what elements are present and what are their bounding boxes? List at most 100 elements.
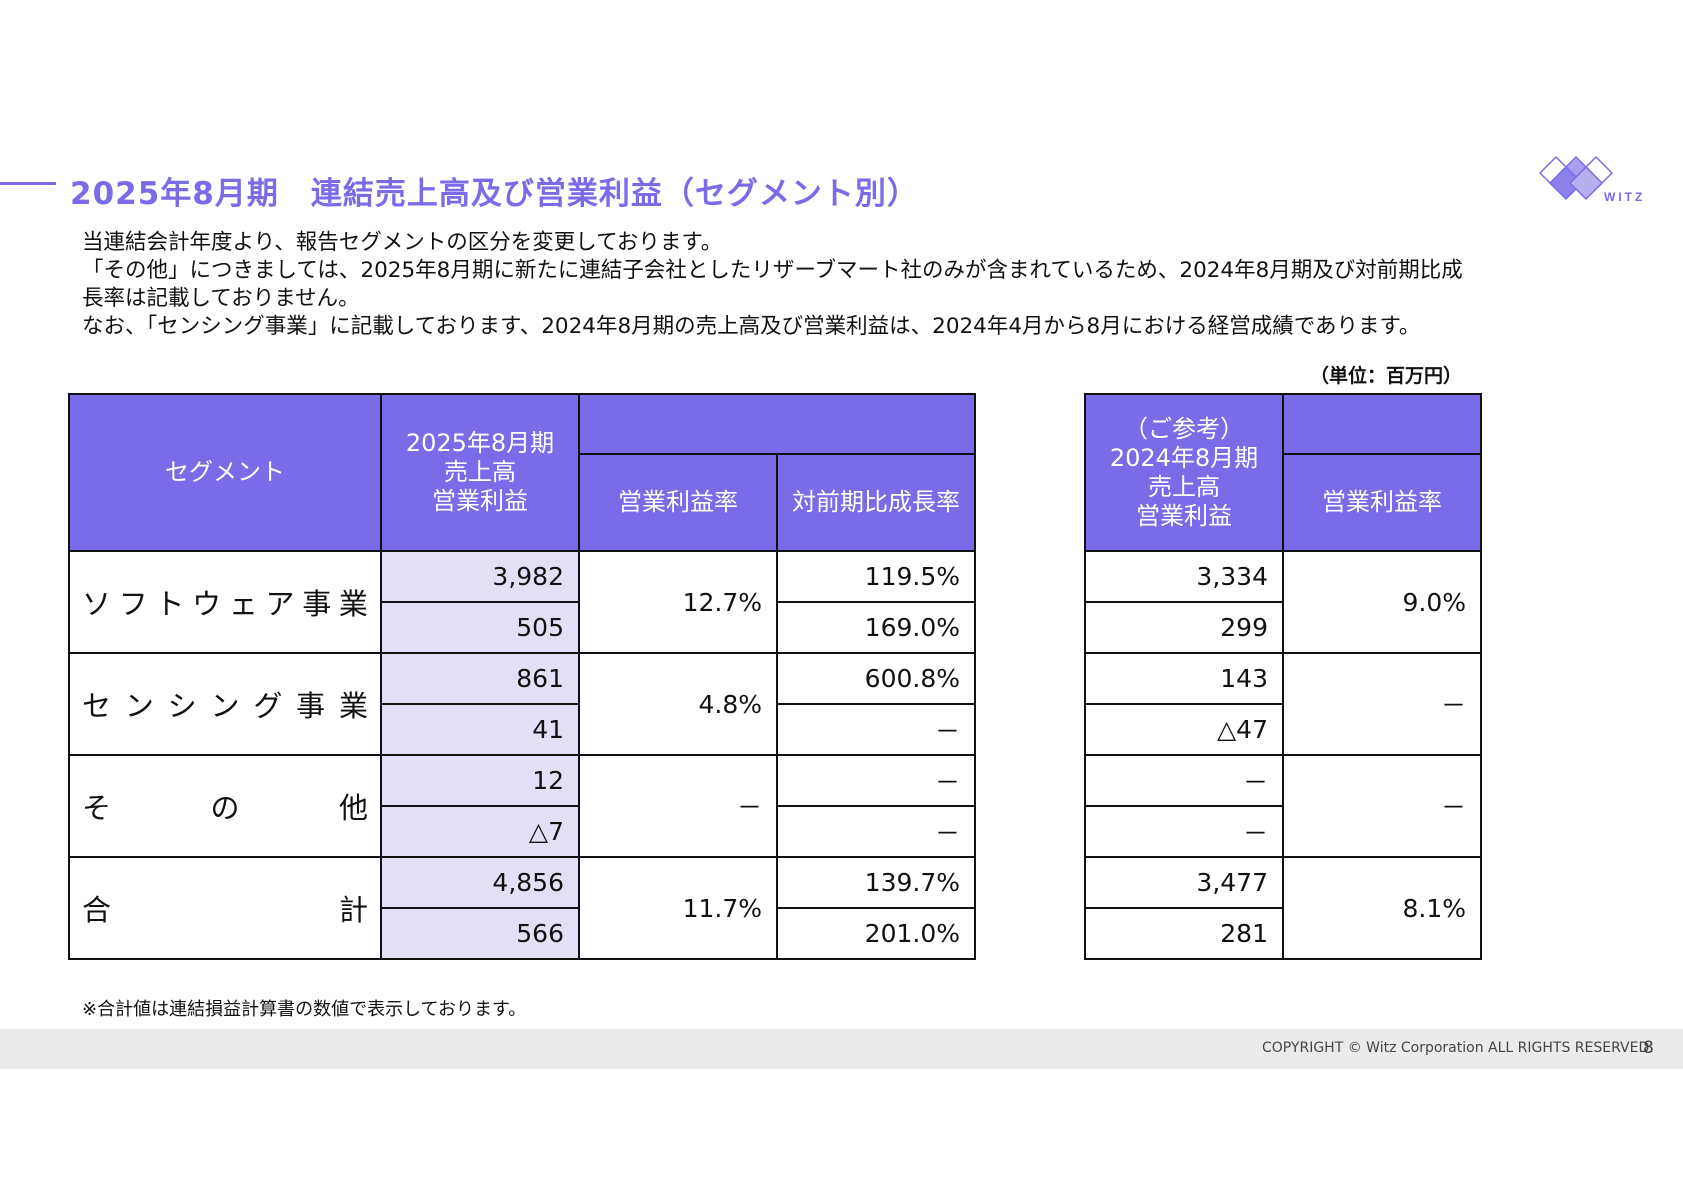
segment-name-chars: ソフトウェア事業 xyxy=(82,581,368,623)
intro-line: 長率は記載しておりません。 xyxy=(82,286,360,311)
segment-name-char: ア xyxy=(265,587,295,621)
header-line: 売上高 xyxy=(444,458,516,486)
segment-name-char: フ xyxy=(118,587,148,621)
intro-text: 当連結会計年度より、報告セグメントの区分を変更しております。 「その他」につきま… xyxy=(82,229,1463,341)
witz-logo: WITZ xyxy=(1536,155,1651,207)
sales-cell: 3,982 xyxy=(380,550,580,603)
table-row: 281 xyxy=(1084,907,1481,960)
ref-profit-cell: 281 xyxy=(1084,907,1284,960)
yoy-sales-cell: 600.8% xyxy=(776,652,976,705)
table-row: その他 12 －－ xyxy=(68,754,976,858)
segment-name-char: セ xyxy=(82,689,112,723)
ref-margin-cell: 9.0% xyxy=(1282,550,1482,654)
ref-sales-cell: 143 xyxy=(1084,652,1284,705)
header-line: 2024年8月期 xyxy=(1109,443,1259,472)
ref-profit-cell: 299 xyxy=(1084,601,1284,654)
table-row: 41 － xyxy=(69,703,976,756)
header-line: 営業利益 xyxy=(1136,501,1232,530)
segment-results-table: セグメント 2025年8月期 売上高 営業利益 営業利益率 対前期比成長率 ソフ… xyxy=(68,393,976,960)
segment-name: センシング事業 xyxy=(68,652,382,756)
yoy-sales-cell: － xyxy=(776,754,976,807)
segment-name-char: ェ xyxy=(228,587,258,621)
segment-name-char: 合 xyxy=(82,893,112,927)
segment-name-chars: その他 xyxy=(82,785,368,827)
yoy-profit-cell: 169.0% xyxy=(776,601,976,654)
table-row: 3,334 9.0% xyxy=(1084,550,1482,654)
svg-text:WITZ: WITZ xyxy=(1604,190,1645,204)
yoy-profit-cell: － xyxy=(776,703,976,756)
sales-cell: 4,856 xyxy=(380,856,580,909)
table-row: － xyxy=(1084,805,1481,858)
margin-cell: － xyxy=(578,754,778,858)
header-line: （ご参考） xyxy=(1124,414,1244,443)
segment-name-char: ウ xyxy=(192,587,222,621)
page-title: 2025年8月期 連結売上高及び営業利益（セグメント別） xyxy=(70,176,919,212)
ref-sales-cell: － xyxy=(1084,754,1284,807)
footer-band xyxy=(0,1029,1683,1069)
header-margin: 営業利益率 xyxy=(1282,453,1482,552)
sales-cell: 861 xyxy=(380,652,580,705)
header-yoy: 対前期比成長率 xyxy=(776,453,976,552)
segment-name-char: の xyxy=(210,791,240,825)
ref-sales-cell: 3,477 xyxy=(1084,856,1284,909)
page-number: 8 xyxy=(1643,1038,1654,1058)
segment-name-char: シ xyxy=(167,689,197,723)
yoy-sales-cell: 139.7% xyxy=(776,856,976,909)
table-row: △47 xyxy=(1084,703,1481,756)
profit-cell: 566 xyxy=(380,907,580,960)
segment-name-char: 業 xyxy=(338,689,368,723)
intro-line: 「その他」につきましては、2025年8月期に新たに連結子会社としたリザーブマート… xyxy=(82,258,1463,283)
segment-name-chars: センシング事業 xyxy=(82,683,368,725)
yoy-profit-cell: 201.0% xyxy=(776,907,976,960)
ref-margin-cell: － xyxy=(1282,754,1482,858)
ref-profit-cell: △47 xyxy=(1084,703,1284,756)
table-row: 143 － xyxy=(1084,652,1482,756)
segment-name-char: ソ xyxy=(82,587,112,621)
intro-line: 当連結会計年度より、報告セグメントの区分を変更しております。 xyxy=(82,230,723,255)
segment-name-char: 計 xyxy=(338,893,368,927)
sales-cell: 12 xyxy=(380,754,580,807)
table-row: 566 201.0% xyxy=(69,907,976,960)
table-row: 3,477 8.1% xyxy=(1084,856,1482,960)
copyright: COPYRIGHT © Witz Corporation ALL RIGHTS … xyxy=(1262,1040,1654,1056)
ref-profit-cell: － xyxy=(1084,805,1284,858)
profit-cell: △7 xyxy=(380,805,580,858)
reference-table: （ご参考） 2024年8月期 売上高 営業利益 営業利益率 3,334 9.0% 2… xyxy=(1084,393,1482,960)
segment-name-char: そ xyxy=(82,791,112,825)
footnote: ※合計値は連結損益計算書の数値で表示しております。 xyxy=(82,999,527,1020)
ref-margin-cell: 8.1% xyxy=(1282,856,1482,960)
segment-name: その他 xyxy=(68,754,382,858)
header-line: 2025年8月期 xyxy=(405,429,555,457)
segment-name: ソフトウェア事業 xyxy=(68,550,382,654)
ref-margin-cell: － xyxy=(1282,652,1482,756)
header-segment: セグメント xyxy=(68,393,382,552)
intro-line: なお、「センシング事業」に記載しております、2024年8月期の売上高及び営業利益… xyxy=(82,314,1421,339)
segment-name-char: ン xyxy=(124,689,154,723)
table-row: センシング事業 861 4.8% 600.8% xyxy=(68,652,976,756)
table-row: －－ xyxy=(1084,754,1482,858)
header-blank xyxy=(1282,393,1482,454)
table-row: △7 － xyxy=(69,805,976,858)
segment-name: 合計 xyxy=(68,856,382,960)
table-row: 505 169.0% xyxy=(69,601,976,654)
table-row: 299 xyxy=(1084,601,1481,654)
profit-cell: 41 xyxy=(380,703,580,756)
table-row: ソフトウェア事業 3,982 12.7% 119.5% xyxy=(68,550,976,654)
unit-label: （単位：百万円） xyxy=(1310,365,1463,387)
segment-name-char: 業 xyxy=(338,587,368,621)
header-blank xyxy=(578,393,976,454)
header-current-period: 2025年8月期 売上高 営業利益 xyxy=(380,393,580,552)
segment-name-char: ト xyxy=(155,587,185,621)
segment-name-char: グ xyxy=(253,689,283,723)
segment-name-chars: 合計 xyxy=(82,887,368,929)
header-line: 営業利益 xyxy=(432,487,528,515)
segment-name-char: 事 xyxy=(302,587,332,621)
table-row: 合計 4,856 11.7% 139.7% xyxy=(68,856,976,960)
segment-name-char: ン xyxy=(210,689,240,723)
title-accent-line xyxy=(0,182,56,185)
margin-cell: 12.7% xyxy=(578,550,778,654)
header-reference-period: （ご参考） 2024年8月期 売上高 営業利益 xyxy=(1084,393,1284,552)
header-margin: 営業利益率 xyxy=(578,453,778,552)
profit-cell: 505 xyxy=(380,601,580,654)
header-line: 売上高 xyxy=(1148,472,1220,501)
